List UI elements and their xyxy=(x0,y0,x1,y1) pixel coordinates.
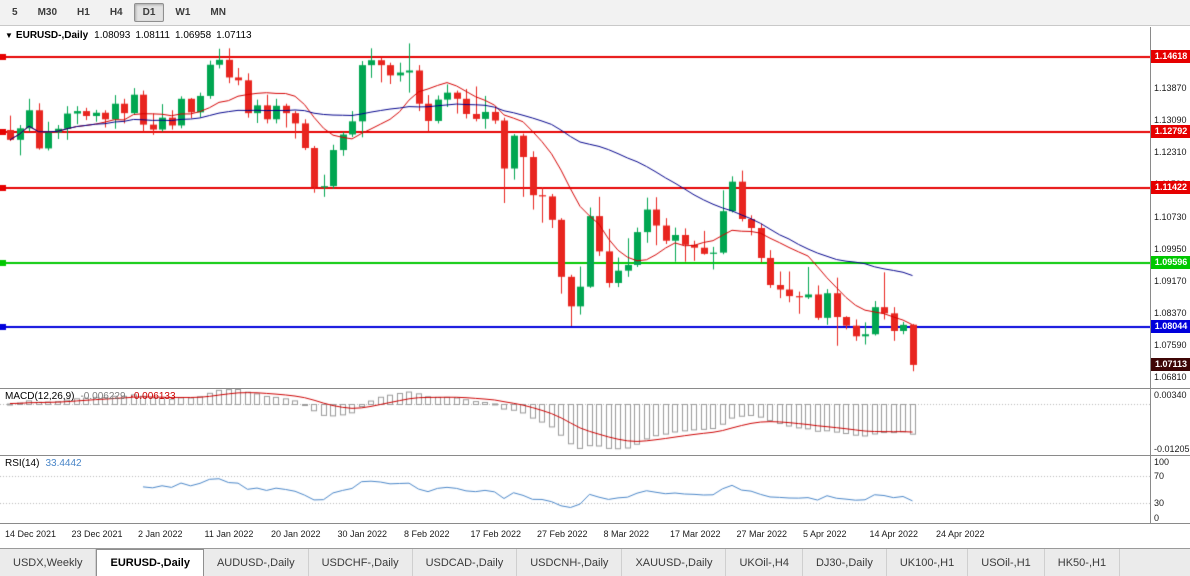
symbol-tab-ukoil-h4[interactable]: UKOil-,H4 xyxy=(726,549,803,576)
macd-signal-value: -0.006133 xyxy=(130,391,176,402)
macd-pane: MACD(12,26,9) -0.006229 -0.006133 0.00340 -… xyxy=(0,389,1190,455)
macd-name: MACD(12,26,9) xyxy=(5,391,75,402)
symbol-tab-usdcad-daily[interactable]: USDCAD-,Daily xyxy=(412,549,518,576)
high-value: 1.08111 xyxy=(135,30,170,41)
collapse-arrow-icon[interactable]: ▼ xyxy=(5,31,13,40)
timeframe-button-d1[interactable]: D1 xyxy=(133,3,165,22)
date-label: 8 Feb 2022 xyxy=(404,529,450,539)
timeframe-button-h4[interactable]: H4 xyxy=(109,7,123,18)
symbol-tab-usdx-weekly[interactable]: USDX,Weekly xyxy=(0,549,97,576)
timeframe-toolbar: 5 M30 H1 H4 D1 W1 MN xyxy=(0,0,1190,26)
rsi-tick: 100 xyxy=(1154,457,1170,467)
timeframe-button-mn[interactable]: MN xyxy=(210,7,226,18)
date-label: 2 Jan 2022 xyxy=(138,529,183,539)
symbol-tab-audusd-daily[interactable]: AUDUSD-,Daily xyxy=(203,549,309,576)
symbol-tab-uk100-h1[interactable]: UK100-,H1 xyxy=(886,549,969,576)
price-tick: 1.07590 xyxy=(1154,340,1187,350)
price-tick: 1.08370 xyxy=(1154,308,1187,318)
date-label: 17 Mar 2022 xyxy=(670,529,721,539)
macd-label: MACD(12,26,9) -0.006229 -0.006133 xyxy=(5,391,176,402)
symbol-tab-dj30-daily[interactable]: DJ30-,Daily xyxy=(802,549,887,576)
date-label: 24 Apr 2022 xyxy=(936,529,985,539)
rsi-axis: 100 70 30 0 xyxy=(1150,456,1190,523)
rsi-pane: RSI(14) 33.4442 100 70 30 0 xyxy=(0,456,1190,523)
symbol-tab-usoil-h1[interactable]: USOil-,H1 xyxy=(968,549,1045,576)
time-axis: 14 Dec 2021 23 Dec 2021 2 Jan 2022 11 Jan 2… xyxy=(0,524,1150,548)
symbol-tab-eurusd-daily[interactable]: EURUSD-,Daily xyxy=(96,549,204,576)
date-label: 17 Feb 2022 xyxy=(470,529,522,539)
rsi-tick: 70 xyxy=(1154,471,1165,481)
macd-axis: 0.00340 -0.01205 xyxy=(1150,389,1190,455)
chart-window: ▼ EURUSD-,Daily 1.08093 1.08111 1.06958 1.071… xyxy=(0,27,1190,548)
macd-main-value: -0.006229 xyxy=(80,391,126,402)
hline-price-label: 1.09596 xyxy=(1151,256,1190,269)
symbol-label: EURUSD-,Daily xyxy=(15,30,89,41)
rsi-name: RSI(14) xyxy=(5,458,40,469)
rsi-tick: 0 xyxy=(1154,513,1160,523)
symbol-tab-usdcnh-daily[interactable]: USDCNH-,Daily xyxy=(517,549,623,576)
symbol-tab-xauusd-daily[interactable]: XAUUSD-,Daily xyxy=(622,549,727,576)
current-price-label: 1.07113 xyxy=(1151,358,1190,371)
timeframe-button-5[interactable]: 5 xyxy=(12,7,18,18)
price-tick: 1.13870 xyxy=(1154,83,1187,93)
price-tick: 1.12310 xyxy=(1154,147,1187,157)
price-tick: 1.10730 xyxy=(1154,212,1187,222)
close-value: 1.07113 xyxy=(216,30,252,41)
timeframe-button-m30[interactable]: M30 xyxy=(37,7,58,18)
rsi-value: 33.4442 xyxy=(45,458,82,469)
price-tick: 1.06810 xyxy=(1154,372,1187,382)
timeframe-button-h1[interactable]: H1 xyxy=(77,7,90,18)
open-value: 1.08093 xyxy=(94,30,131,41)
rsi-label: RSI(14) 33.4442 xyxy=(5,458,82,469)
rsi-tick: 30 xyxy=(1154,498,1165,508)
symbol-tab-usdchf-daily[interactable]: USDCHF-,Daily xyxy=(308,549,413,576)
rsi-chart-canvas[interactable] xyxy=(0,456,1150,523)
timeframe-button-w1[interactable]: W1 xyxy=(175,7,191,18)
pane-splitter[interactable] xyxy=(0,523,1190,524)
hline-price-label: 1.08044 xyxy=(1151,320,1190,333)
chart-title: ▼ EURUSD-,Daily 1.08093 1.08111 1.06958 1.071… xyxy=(5,30,257,41)
price-pane: ▼ EURUSD-,Daily 1.08093 1.08111 1.06958 1.071… xyxy=(0,27,1190,388)
low-value: 1.06958 xyxy=(175,30,212,41)
date-label: 27 Mar 2022 xyxy=(736,529,788,539)
date-label: 14 Dec 2021 xyxy=(5,529,57,539)
symbol-tab-hk50-h1[interactable]: HK50-,H1 xyxy=(1044,549,1121,576)
macd-tick: 0.00340 xyxy=(1154,390,1187,400)
date-label: 11 Jan 2022 xyxy=(204,529,254,539)
date-label: 27 Feb 2022 xyxy=(537,529,588,539)
price-chart-canvas[interactable] xyxy=(0,27,1150,388)
date-label: 14 Apr 2022 xyxy=(869,529,919,539)
date-label: 30 Jan 2022 xyxy=(337,529,388,539)
date-label: 23 Dec 2021 xyxy=(71,529,123,539)
macd-tick: -0.01205 xyxy=(1154,444,1190,454)
price-axis: 1.138701.130901.123101.115301.107301.099… xyxy=(1150,27,1190,388)
pane-splitter[interactable] xyxy=(0,388,1190,389)
pane-splitter[interactable] xyxy=(0,455,1190,456)
hline-price-label: 1.14618 xyxy=(1151,50,1190,63)
date-label: 8 Mar 2022 xyxy=(603,529,650,539)
symbol-tabbar: USDX,Weekly EURUSD-,Daily AUDUSD-,Daily USD… xyxy=(0,548,1190,576)
hline-price-label: 1.12792 xyxy=(1151,125,1190,138)
date-label: 5 Apr 2022 xyxy=(803,529,847,539)
price-tick: 1.13090 xyxy=(1154,115,1187,125)
hline-price-label: 1.11422 xyxy=(1151,181,1190,194)
macd-chart-canvas[interactable] xyxy=(0,389,1150,455)
price-tick: 1.09950 xyxy=(1154,244,1187,254)
date-label: 20 Jan 2022 xyxy=(271,529,321,539)
price-tick: 1.09170 xyxy=(1154,276,1187,286)
